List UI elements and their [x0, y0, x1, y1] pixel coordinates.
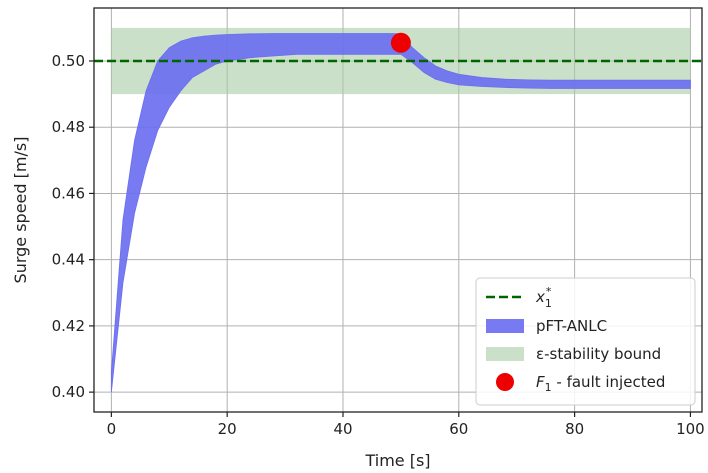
y-tick-label: 0.50: [52, 52, 85, 70]
legend-fault-swatch: [496, 373, 514, 391]
x-tick-label: 20: [218, 420, 237, 438]
y-tick-label: 0.46: [52, 184, 85, 202]
x-tick-label: 100: [676, 420, 705, 438]
fault-layer: [390, 32, 411, 53]
legend: x1* pFT-ANLC ε-stability bound F1 - fault i…: [475, 277, 696, 406]
band-layer: [110, 33, 691, 393]
x-axis-label: Time [s]: [364, 451, 430, 470]
x-tick-label: 80: [565, 420, 584, 438]
y-tick-label: 0.44: [52, 251, 85, 269]
y-ticks: 0.40 0.42 0.44 0.46 0.48 0.50: [52, 52, 94, 401]
x-tick-label: 40: [333, 420, 352, 438]
legend-fault-label: F1 - fault injected: [536, 373, 665, 394]
y-axis-label: Surge speed [m/s]: [11, 137, 30, 284]
x-tick-label: 0: [107, 420, 117, 438]
plot-frame: [93, 7, 703, 413]
x-ticks: 0 20 40 60 80 100: [107, 412, 705, 438]
y-tick-label: 0.42: [52, 317, 85, 335]
fault-marker: [390, 32, 411, 53]
pft-anlc-band: [110, 33, 691, 393]
y-tick-label: 0.40: [52, 383, 85, 401]
legend-reference-label: x1*: [535, 285, 552, 310]
y-tick-label: 0.48: [52, 118, 85, 136]
legend-band-swatch: [486, 319, 524, 333]
legend-bound-swatch: [486, 347, 524, 361]
x-tick-label: 60: [449, 420, 468, 438]
legend-bound-label: ε-stability bound: [536, 345, 661, 363]
legend-band-label: pFT-ANLC: [536, 317, 607, 335]
legend-frame: [475, 277, 696, 406]
